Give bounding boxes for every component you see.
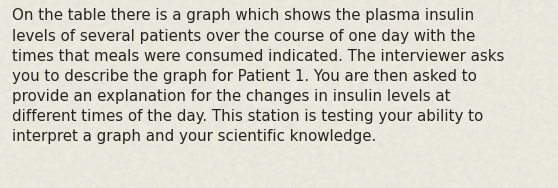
Text: On the table there is a graph which shows the plasma insulin
levels of several p: On the table there is a graph which show…: [12, 8, 504, 144]
